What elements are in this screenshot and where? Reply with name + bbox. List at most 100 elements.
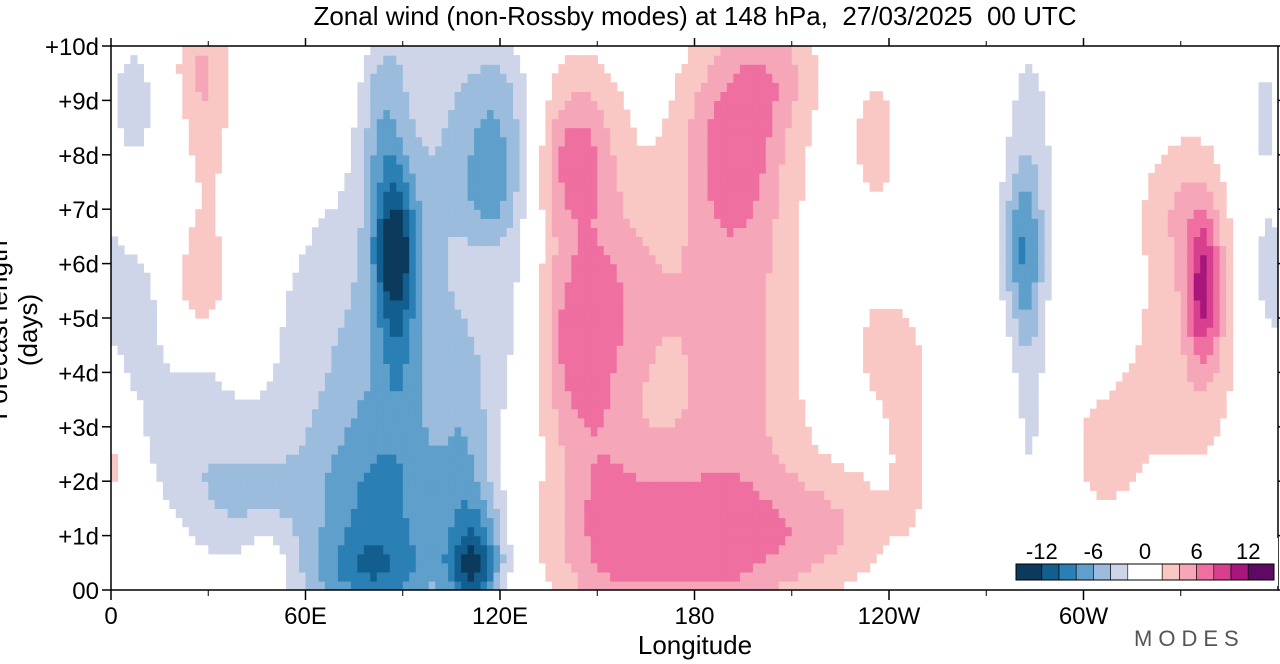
field-cell [1187, 245, 1195, 256]
field-cell [357, 435, 365, 446]
field-cell [474, 571, 482, 582]
field-cell [707, 354, 715, 364]
field-cell [506, 254, 514, 265]
field-cell [1090, 472, 1098, 482]
field-cell [415, 399, 423, 410]
field-cell [324, 336, 332, 346]
field-cell [305, 517, 313, 528]
field-cell [1025, 336, 1033, 346]
field-cell [389, 408, 397, 419]
field-cell [558, 444, 566, 455]
field-cell [474, 163, 482, 174]
field-cell [688, 517, 696, 528]
field-cell [480, 182, 488, 192]
field-cell [279, 544, 287, 555]
field-cell [474, 218, 482, 228]
field-cell [642, 499, 650, 509]
field-cell [642, 354, 650, 364]
field-cell [765, 463, 773, 473]
field-cell [791, 381, 799, 392]
field-cell [616, 281, 624, 292]
field-cell [454, 408, 462, 419]
field-cell [869, 372, 877, 383]
field-cell [636, 381, 644, 392]
field-cell [279, 390, 287, 401]
field-cell [551, 363, 559, 373]
field-cell [111, 463, 119, 473]
field-cell [791, 372, 799, 383]
field-cell [707, 336, 715, 346]
field-cell [1115, 472, 1123, 482]
field-cell [389, 544, 397, 555]
field-cell [1161, 281, 1169, 292]
field-cell [344, 263, 352, 274]
field-cell [480, 399, 488, 410]
field-cell [201, 481, 209, 491]
field-cell [914, 354, 922, 364]
field-cell [396, 571, 404, 582]
field-cell [902, 417, 910, 428]
field-cell [649, 571, 657, 582]
field-cell [1025, 209, 1033, 219]
field-cell [629, 218, 637, 228]
field-cell [1213, 236, 1221, 247]
field-cell [467, 263, 475, 274]
field-cell [564, 263, 572, 274]
field-cell [1174, 345, 1182, 355]
field-cell [331, 454, 339, 464]
field-cell [655, 254, 663, 265]
field-cell [435, 227, 443, 237]
field-cell [337, 308, 345, 319]
field-cell [195, 236, 203, 247]
field-cell [623, 481, 631, 491]
field-cell [759, 517, 767, 528]
field-cell [324, 254, 332, 265]
field-cell [383, 580, 391, 590]
field-cell [480, 336, 488, 346]
field-cell [344, 435, 352, 446]
field-cell [422, 290, 430, 301]
field-cell [642, 444, 650, 455]
field-cell [260, 499, 268, 509]
field-cell [435, 526, 443, 537]
field-cell [1025, 354, 1033, 364]
field-cell [467, 463, 475, 473]
field-cell [331, 372, 339, 383]
field-cell [701, 345, 709, 355]
field-cell [435, 318, 443, 328]
field-cell [863, 562, 871, 573]
field-cell [714, 417, 722, 428]
field-cell [312, 444, 320, 455]
field-cell [467, 571, 475, 582]
field-cell [415, 435, 423, 446]
field-cell [636, 481, 644, 491]
field-cell [746, 435, 754, 446]
field-cell [402, 490, 410, 500]
field-cell [642, 517, 650, 528]
field-cell [149, 417, 157, 428]
field-cell [564, 526, 572, 537]
field-cell [778, 544, 786, 555]
field-cell [422, 163, 430, 174]
field-cell [1031, 209, 1039, 219]
field-cell [714, 399, 722, 410]
field-cell [908, 508, 916, 519]
field-cell [1148, 272, 1156, 283]
field-cell [1174, 318, 1182, 328]
field-cell [739, 299, 747, 310]
field-cell [551, 245, 559, 256]
field-cell [1187, 381, 1195, 392]
field-cell [292, 390, 300, 401]
field-cell [1167, 381, 1175, 392]
field-cell [201, 218, 209, 228]
field-cell [1265, 245, 1273, 256]
field-cell [688, 236, 696, 247]
field-cell [642, 218, 650, 228]
field-cell [791, 417, 799, 428]
field-cell [111, 245, 119, 256]
field-cell [350, 308, 358, 319]
field-cell [675, 163, 683, 174]
field-cell [889, 399, 897, 410]
field-cell [590, 354, 598, 364]
field-cell [1200, 345, 1208, 355]
